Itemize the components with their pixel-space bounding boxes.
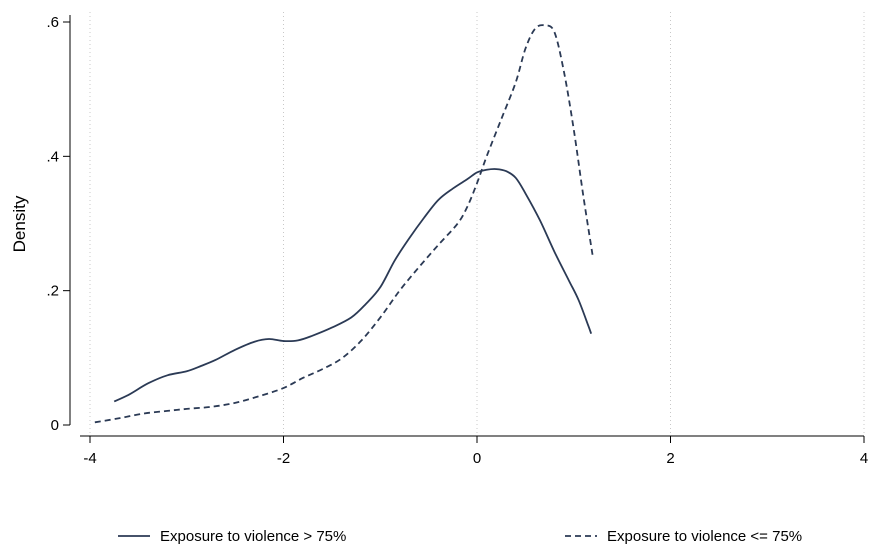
legend: Exposure to violence > 75% Exposure to vi… (118, 528, 802, 545)
y-tick-label: .4 (46, 148, 59, 165)
series-lines (94, 24, 594, 424)
x-tick-label: 4 (860, 450, 868, 467)
x-tick-label: 2 (666, 450, 674, 467)
y-axis-title: Density (10, 195, 29, 252)
y-tick-label: .6 (46, 14, 59, 31)
x-tick-label: 0 (473, 450, 481, 467)
x-tick-label: -4 (83, 450, 96, 467)
y-tick-label: 0 (51, 417, 59, 434)
y-ticks: 0 .2 .4 .6 (46, 14, 70, 434)
grid-lines (89, 12, 865, 436)
series-line-1 (113, 168, 593, 403)
series-line-2 (94, 24, 594, 424)
x-ticks: -4 -2 0 2 4 (83, 436, 868, 467)
y-tick-label: .2 (46, 283, 59, 300)
legend-label-1: Exposure to violence > 75% (160, 528, 346, 545)
x-tick-label: -2 (277, 450, 290, 467)
legend-label-2: Exposure to violence <= 75% (607, 528, 802, 545)
